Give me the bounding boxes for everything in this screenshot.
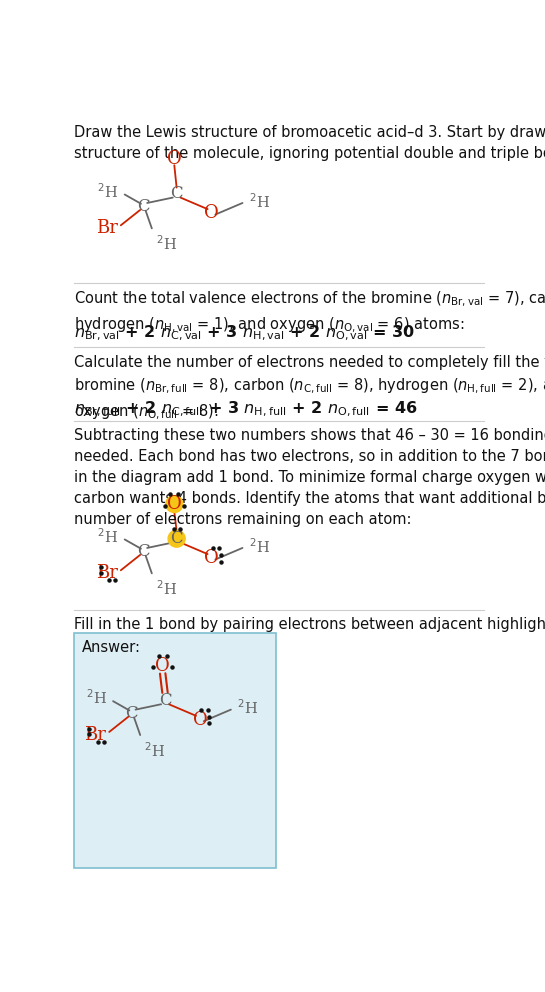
- Text: $^2$H: $^2$H: [156, 234, 177, 253]
- Text: $^2$H: $^2$H: [144, 741, 165, 760]
- Text: $^2$H: $^2$H: [98, 183, 118, 200]
- Text: $^2$H: $^2$H: [86, 688, 107, 707]
- Text: $n_{\mathrm{Br,val}}$ + 2 $n_{\mathrm{C,val}}$ + 3 $n_{\mathrm{H,val}}$ + 2 $n_{: $n_{\mathrm{Br,val}}$ + 2 $n_{\mathrm{C,…: [74, 323, 415, 343]
- Text: Br: Br: [84, 726, 106, 744]
- Text: Answer:: Answer:: [82, 640, 141, 655]
- Text: Fill in the 1 bond by pairing electrons between adjacent highlighted atoms:: Fill in the 1 bond by pairing electrons …: [74, 617, 545, 632]
- Text: Br: Br: [96, 219, 118, 237]
- Text: Br: Br: [96, 564, 118, 582]
- Text: C: C: [170, 186, 183, 202]
- Text: C: C: [137, 198, 150, 215]
- Text: $^2$H: $^2$H: [98, 527, 118, 546]
- Text: $n_{\mathrm{Br,full}}$ + 2 $n_{\mathrm{C,full}}$ + 3 $n_{\mathrm{H,full}}$ + 2 $: $n_{\mathrm{Br,full}}$ + 2 $n_{\mathrm{C…: [74, 400, 418, 419]
- Text: $^2$H: $^2$H: [156, 579, 177, 598]
- Text: $^2$H: $^2$H: [237, 698, 258, 717]
- Text: Calculate the number of electrons needed to completely fill the valence shells f: Calculate the number of electrons needed…: [74, 355, 545, 422]
- Text: Count the total valence electrons of the bromine ($n_{\mathrm{Br,val}}$ = 7), ca: Count the total valence electrons of the…: [74, 290, 545, 335]
- Text: O: O: [204, 549, 219, 567]
- FancyBboxPatch shape: [74, 634, 276, 868]
- Text: Draw the Lewis structure of bromoacetic acid–d 3. Start by drawing the overall
s: Draw the Lewis structure of bromoacetic …: [74, 125, 545, 161]
- Text: O: O: [204, 204, 219, 222]
- Text: O: O: [155, 657, 170, 675]
- Text: $^2$H: $^2$H: [249, 537, 270, 556]
- Text: $^2$H: $^2$H: [249, 192, 270, 210]
- Text: C: C: [125, 705, 138, 722]
- Text: C: C: [159, 691, 171, 709]
- Text: Subtracting these two numbers shows that 46 – 30 = 16 bonding electrons are
need: Subtracting these two numbers shows that…: [74, 428, 545, 527]
- Text: O: O: [167, 150, 181, 168]
- Ellipse shape: [168, 530, 185, 548]
- Text: O: O: [192, 710, 207, 729]
- Ellipse shape: [166, 496, 183, 513]
- Text: O: O: [167, 495, 181, 513]
- Text: C: C: [137, 544, 150, 560]
- Text: C: C: [170, 530, 183, 548]
